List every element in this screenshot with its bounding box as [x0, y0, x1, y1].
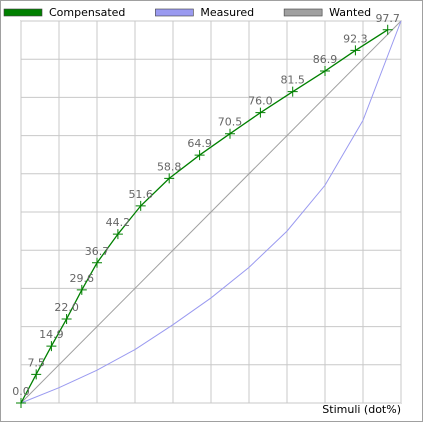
- marker: [382, 24, 393, 35]
- marker: [194, 150, 205, 161]
- marker: [46, 341, 57, 352]
- data-label: 97.7: [375, 12, 400, 25]
- data-label: 7.5: [27, 356, 45, 369]
- marker: [76, 284, 87, 295]
- marker: [61, 313, 72, 324]
- data-label: 14.9: [39, 328, 64, 341]
- data-label: 0.0: [12, 385, 30, 398]
- marker: [164, 173, 175, 184]
- x-axis-label: Stimuli (dot%): [322, 403, 401, 416]
- line: [20, 29, 389, 404]
- legend-swatch: [283, 8, 323, 17]
- marker: [16, 398, 26, 408]
- data-label: 70.5: [218, 116, 243, 129]
- legend-swatch: [155, 8, 194, 17]
- marker: [92, 257, 102, 268]
- legend-label: Compensated: [49, 6, 125, 19]
- data-label: 44.2: [106, 216, 131, 229]
- marker: [320, 66, 330, 77]
- data-label: 58.8: [157, 160, 182, 173]
- legend-swatch: [3, 8, 43, 17]
- marker: [287, 86, 298, 97]
- line: [20, 20, 402, 404]
- marker: [31, 369, 42, 380]
- marker: [255, 107, 266, 118]
- data-label: 92.3: [343, 32, 368, 45]
- marker: [350, 45, 361, 56]
- marker: [135, 200, 146, 211]
- data-label: 86.9: [313, 53, 338, 66]
- data-label: 29.6: [70, 272, 95, 285]
- marker: [112, 229, 123, 240]
- data-label: 76.0: [248, 95, 273, 108]
- data-label: 51.6: [128, 188, 153, 201]
- marker: [225, 128, 235, 139]
- data-label: 36.7: [85, 245, 110, 258]
- data-label: 64.9: [187, 137, 212, 150]
- legend-label: Measured: [200, 6, 254, 19]
- data-label: 22.0: [54, 301, 79, 314]
- legend-label: Wanted: [329, 6, 371, 19]
- data-label: 81.5: [280, 74, 305, 87]
- line: [20, 20, 402, 404]
